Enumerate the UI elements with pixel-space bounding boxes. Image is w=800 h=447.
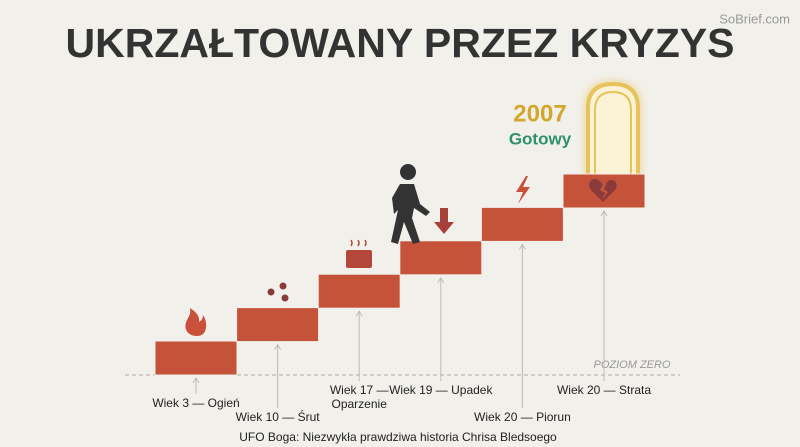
step-label: Oparzenie: [332, 397, 388, 411]
pointer-head: [600, 210, 608, 217]
pointer-head: [437, 276, 445, 284]
step: [154, 340, 238, 376]
pointer-head: [192, 377, 200, 384]
goal-year: 2007: [513, 100, 566, 127]
goal-status: Gotowy: [509, 129, 572, 148]
pointer-head: [518, 243, 526, 250]
flame-icon: [185, 308, 207, 336]
zero-label: POZIOM ZERO: [594, 359, 671, 371]
step: [317, 273, 401, 309]
step: [562, 173, 646, 209]
lightning-icon: [516, 176, 530, 204]
down-arrow-icon: [434, 208, 454, 234]
title: UKRZAŁTOWANY PRZEZ KRYZYS: [66, 20, 735, 66]
radiator-icon: [346, 239, 372, 268]
step: [480, 206, 564, 242]
caption: UFO Boga: Niezwykła prawdziwa historia C…: [239, 430, 557, 444]
step: [236, 307, 320, 343]
door: [586, 81, 640, 176]
person-icon: [391, 164, 430, 244]
step-label: Wiek 17 —: [330, 383, 389, 397]
pellets-icon: [267, 282, 289, 302]
broken-heart-icon: [589, 178, 617, 202]
watermark: SoBrief.com: [719, 11, 790, 26]
step-label: Wiek 20 — Piorun: [474, 410, 571, 424]
step-label: Wiek 20 — Strata: [557, 383, 651, 397]
step-label: Wiek 19 — Upadek: [389, 383, 493, 397]
pointer-head: [355, 310, 363, 317]
step-label: Wiek 3 — Ogień: [152, 396, 239, 410]
step-label: Wiek 10 — Śrut: [236, 409, 321, 424]
pointer-head: [274, 343, 282, 350]
step: [399, 240, 483, 276]
